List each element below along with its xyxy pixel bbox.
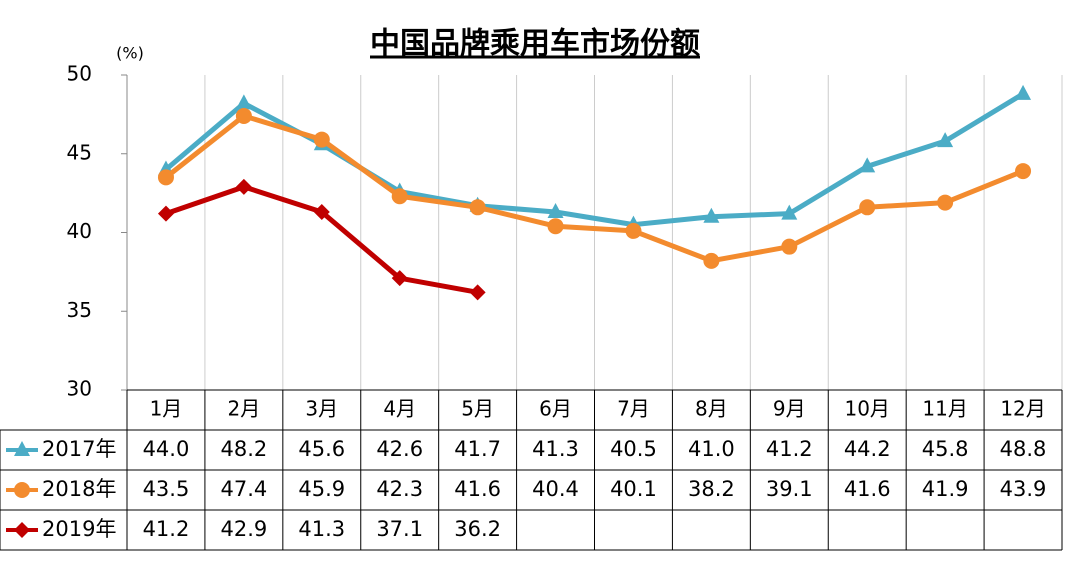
table-value: 40.4 xyxy=(532,477,579,501)
marker xyxy=(235,178,252,195)
marker xyxy=(313,204,330,221)
x-tick-label: 1月 xyxy=(150,397,183,421)
table-value: 40.1 xyxy=(610,477,657,501)
table-value: 48.8 xyxy=(1000,437,1047,461)
table-value: 36.2 xyxy=(454,517,501,541)
series-line xyxy=(164,113,1024,264)
marker xyxy=(469,199,486,216)
marker xyxy=(781,204,798,220)
table-value: 41.2 xyxy=(766,437,813,461)
marker xyxy=(235,107,252,124)
marker xyxy=(937,194,954,211)
table-value: 48.2 xyxy=(220,437,267,461)
marker xyxy=(547,203,564,219)
table-value: 45.6 xyxy=(298,437,345,461)
x-tick-label: 7月 xyxy=(617,397,650,421)
marker xyxy=(235,94,252,110)
table-value: 41.0 xyxy=(688,437,735,461)
table-value: 37.1 xyxy=(376,517,423,541)
marker xyxy=(781,238,798,255)
marker xyxy=(391,188,408,205)
marker xyxy=(391,270,408,287)
x-tick-label: 9月 xyxy=(773,397,806,421)
table-value: 41.3 xyxy=(298,517,345,541)
marker xyxy=(937,132,954,148)
y-tick-label: 40 xyxy=(67,219,92,243)
legend-marker xyxy=(14,522,30,538)
table-value: 44.0 xyxy=(143,437,190,461)
marker xyxy=(1015,84,1032,100)
x-tick-label: 8月 xyxy=(695,397,728,421)
x-tick-label: 6月 xyxy=(539,397,572,421)
table-value: 41.6 xyxy=(844,477,891,501)
marker xyxy=(859,157,876,173)
x-tick-label: 10月 xyxy=(844,397,889,421)
y-tick-label: 45 xyxy=(67,140,92,164)
legend-marker xyxy=(14,441,30,456)
marker xyxy=(469,284,486,301)
marker xyxy=(703,252,720,269)
table-value: 45.8 xyxy=(922,437,969,461)
x-tick-label: 3月 xyxy=(305,397,338,421)
x-tick-label: 4月 xyxy=(383,397,416,421)
legend-label: 2018年 xyxy=(42,477,116,501)
table-value: 43.9 xyxy=(1000,477,1047,501)
chart-title: 中国品牌乘用车市场份额 xyxy=(370,27,700,62)
x-tick-label: 12月 xyxy=(1000,397,1045,421)
table-value: 38.2 xyxy=(688,477,735,501)
y-unit: (%) xyxy=(116,44,144,63)
x-tick-label: 5月 xyxy=(461,397,494,421)
y-tick-label: 50 xyxy=(67,62,92,86)
table-value: 41.7 xyxy=(454,437,501,461)
table-value: 42.6 xyxy=(376,437,423,461)
table-value: 40.5 xyxy=(610,437,657,461)
marker xyxy=(547,218,564,235)
table-value: 41.9 xyxy=(922,477,969,501)
marker xyxy=(1015,163,1032,180)
marker xyxy=(313,131,330,148)
table-value: 45.9 xyxy=(298,477,345,501)
table-value: 41.3 xyxy=(532,437,579,461)
legend-marker xyxy=(14,482,30,498)
marker xyxy=(703,207,720,223)
legend-label: 2017年 xyxy=(42,437,116,461)
table-value: 42.3 xyxy=(376,477,423,501)
x-tick-label: 11月 xyxy=(922,397,967,421)
table-value: 41.2 xyxy=(143,517,190,541)
legend-label: 2019年 xyxy=(42,517,116,541)
table-value: 41.6 xyxy=(454,477,501,501)
marker xyxy=(157,205,174,222)
marker xyxy=(157,169,174,186)
table-value: 39.1 xyxy=(766,477,813,501)
y-tick-label: 35 xyxy=(67,298,92,322)
marker xyxy=(625,222,642,239)
table-value: 43.5 xyxy=(143,477,190,501)
table-value: 42.9 xyxy=(220,517,267,541)
table-value: 44.2 xyxy=(844,437,891,461)
x-tick-label: 2月 xyxy=(228,397,261,421)
y-tick-label: 30 xyxy=(67,377,92,401)
table-value: 47.4 xyxy=(220,477,267,501)
marker xyxy=(859,199,876,216)
